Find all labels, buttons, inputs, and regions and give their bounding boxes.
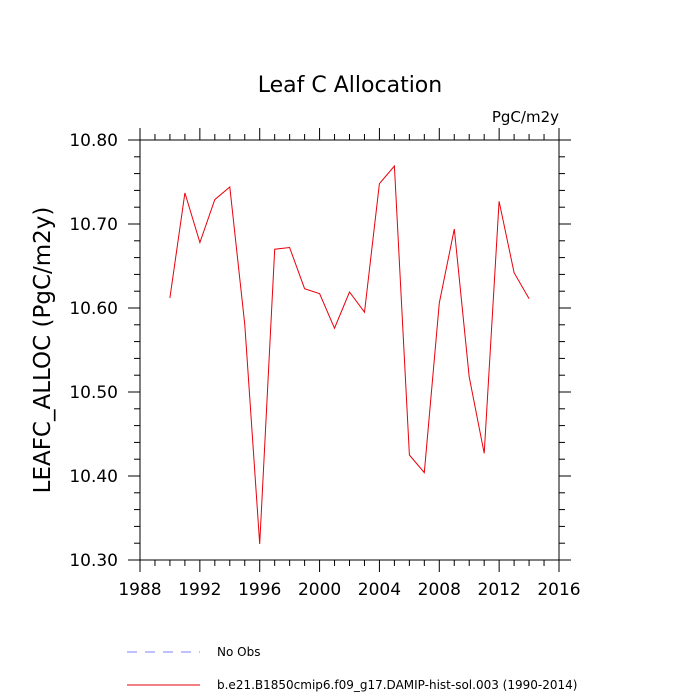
y-axis-label: LEAFC_ALLOC (PgC/m2y) [30, 207, 56, 494]
legend-label: b.e21.B1850cmip6.f09_g17.DAMIP-hist-sol.… [217, 678, 577, 692]
x-tick-label: 1996 [238, 580, 281, 600]
x-tick-label: 2008 [418, 580, 461, 600]
plot-frame [139, 139, 560, 561]
y-tick-label: 10.60 [69, 299, 118, 319]
y-tick-label: 10.80 [69, 131, 118, 151]
x-tick-label: 1988 [118, 580, 161, 600]
axis-ticks [128, 128, 571, 572]
legend-label: No Obs [217, 645, 260, 659]
x-tick-label: 1992 [178, 580, 221, 600]
x-tick-label: 2000 [298, 580, 341, 600]
x-tick-label: 2012 [478, 580, 521, 600]
axis-tick-labels: 1988 1992 1996 2000 2004 2008 2012 2016 10.30 10.… [69, 131, 580, 600]
y-tick-label: 10.30 [69, 551, 118, 571]
x-tick-label: 2004 [358, 580, 401, 600]
chart-title: Leaf C Allocation [258, 73, 442, 98]
legend: No Obs b.e21.B1850cmip6.f09_g17.DAMIP-his… [127, 645, 577, 692]
series-line [169, 164, 530, 545]
y-tick-label: 10.70 [69, 215, 118, 235]
units-label: PgC/m2y [492, 108, 559, 126]
y-tick-label: 10.50 [69, 383, 118, 403]
x-tick-label: 2016 [537, 580, 580, 600]
data-series [169, 164, 530, 545]
y-tick-label: 10.40 [69, 467, 118, 487]
